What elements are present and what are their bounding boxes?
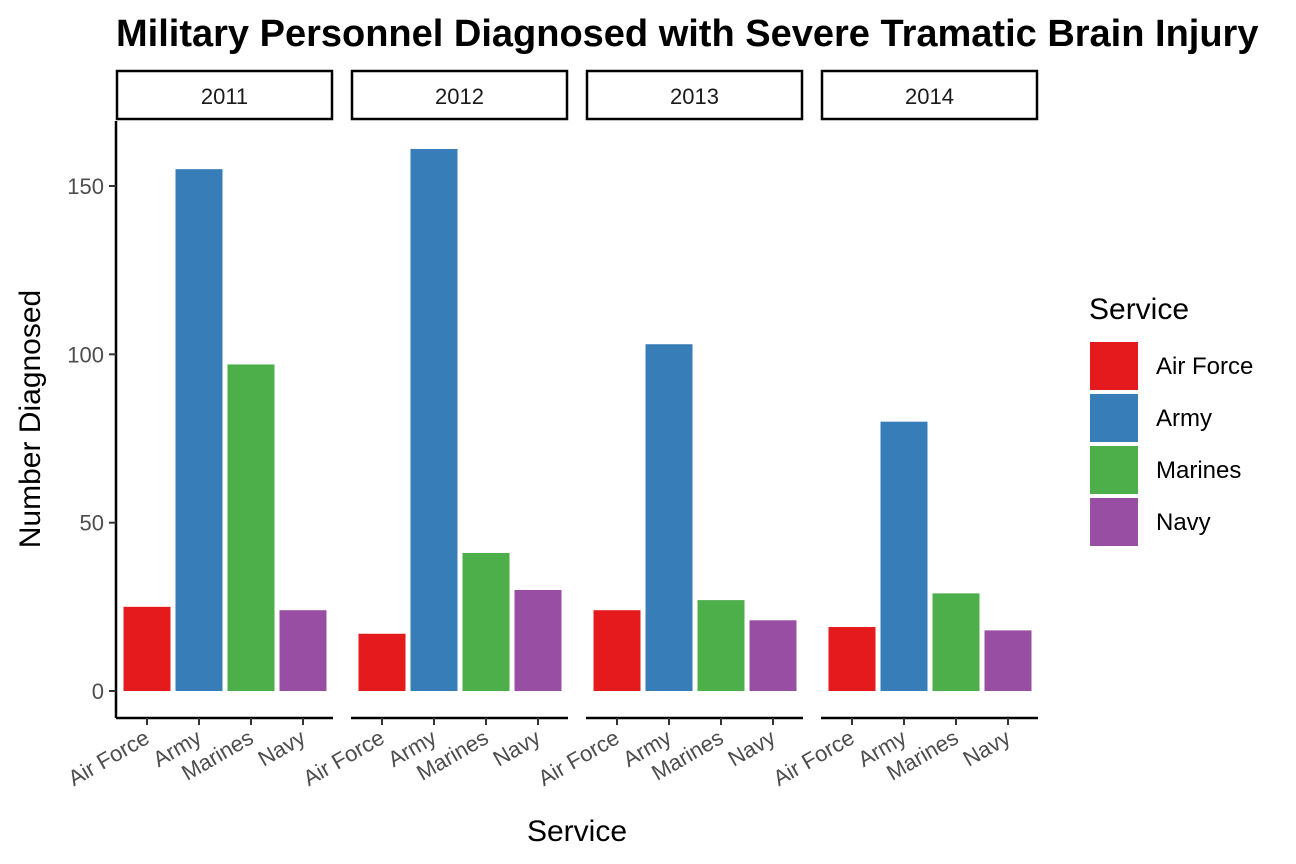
bar-2011-marines — [227, 364, 275, 691]
legend-label: Air Force — [1156, 353, 1253, 380]
bar-2013-navy — [749, 620, 797, 691]
bar-2012-army — [410, 148, 458, 691]
y-axis-title: Number Diagnosed — [14, 290, 47, 548]
legend-label: Marines — [1156, 457, 1241, 484]
bar-2014-army — [880, 421, 928, 691]
x-tick-label: Navy — [254, 725, 310, 772]
x-axis-title: Service — [527, 815, 627, 848]
bar-2013-marines — [697, 600, 745, 691]
x-tick-label: Navy — [489, 725, 545, 772]
x-tick-label: Navy — [959, 725, 1015, 772]
facet-strip-label: 2011 — [201, 84, 248, 109]
facet-strip — [820, 69, 1039, 121]
bar-2011-air-force — [123, 606, 171, 691]
legend-swatch — [1090, 342, 1138, 390]
x-tick-label: Air Force — [534, 725, 624, 791]
bar-2012-navy — [514, 590, 562, 691]
bar-2013-air-force — [593, 610, 641, 691]
legend-label: Navy — [1156, 509, 1211, 536]
bar-2014-air-force — [828, 627, 876, 691]
y-tick-label: 50 — [80, 511, 104, 536]
facet-strip-label: 2013 — [670, 84, 719, 109]
bar-2014-marines — [932, 593, 980, 691]
bar-2013-army — [645, 344, 693, 691]
facet-strip — [350, 69, 569, 121]
legend-title: Service — [1089, 293, 1189, 326]
legend-item-navy: Navy — [1090, 498, 1211, 546]
legend: Service Air Force Army Marines Navy — [1089, 293, 1253, 546]
legend-swatch — [1090, 394, 1138, 442]
facet-strip-label: 2014 — [905, 84, 954, 109]
x-tick-label: Air Force — [299, 725, 389, 791]
bar-2012-marines — [462, 552, 510, 691]
facet-strip — [115, 69, 334, 121]
y-axis: 0 50 100 150 — [67, 121, 118, 718]
y-tick-label: 100 — [67, 342, 104, 367]
legend-item-army: Army — [1090, 394, 1212, 442]
bar-2011-army — [175, 169, 223, 691]
legend-item-marines: Marines — [1090, 446, 1241, 494]
legend-swatch — [1090, 446, 1138, 494]
chart-title: Military Personnel Diagnosed with Severe… — [116, 13, 1258, 55]
x-tick-label: Air Force — [769, 725, 859, 791]
bar-2011-navy — [279, 610, 327, 691]
facet-strip-label: 2012 — [435, 84, 484, 109]
legend-swatch — [1090, 498, 1138, 546]
y-axis-title-group: Number Diagnosed — [14, 290, 47, 548]
facet-strip — [585, 69, 804, 121]
x-tick-label: Navy — [724, 725, 780, 772]
bar-2012-air-force — [358, 633, 406, 691]
legend-item-air-force: Air Force — [1090, 342, 1253, 390]
y-tick-label: 0 — [92, 679, 104, 704]
bar-2014-navy — [984, 630, 1032, 691]
legend-label: Army — [1156, 405, 1212, 432]
y-tick-label: 150 — [67, 174, 104, 199]
x-tick-label: Air Force — [64, 725, 154, 791]
